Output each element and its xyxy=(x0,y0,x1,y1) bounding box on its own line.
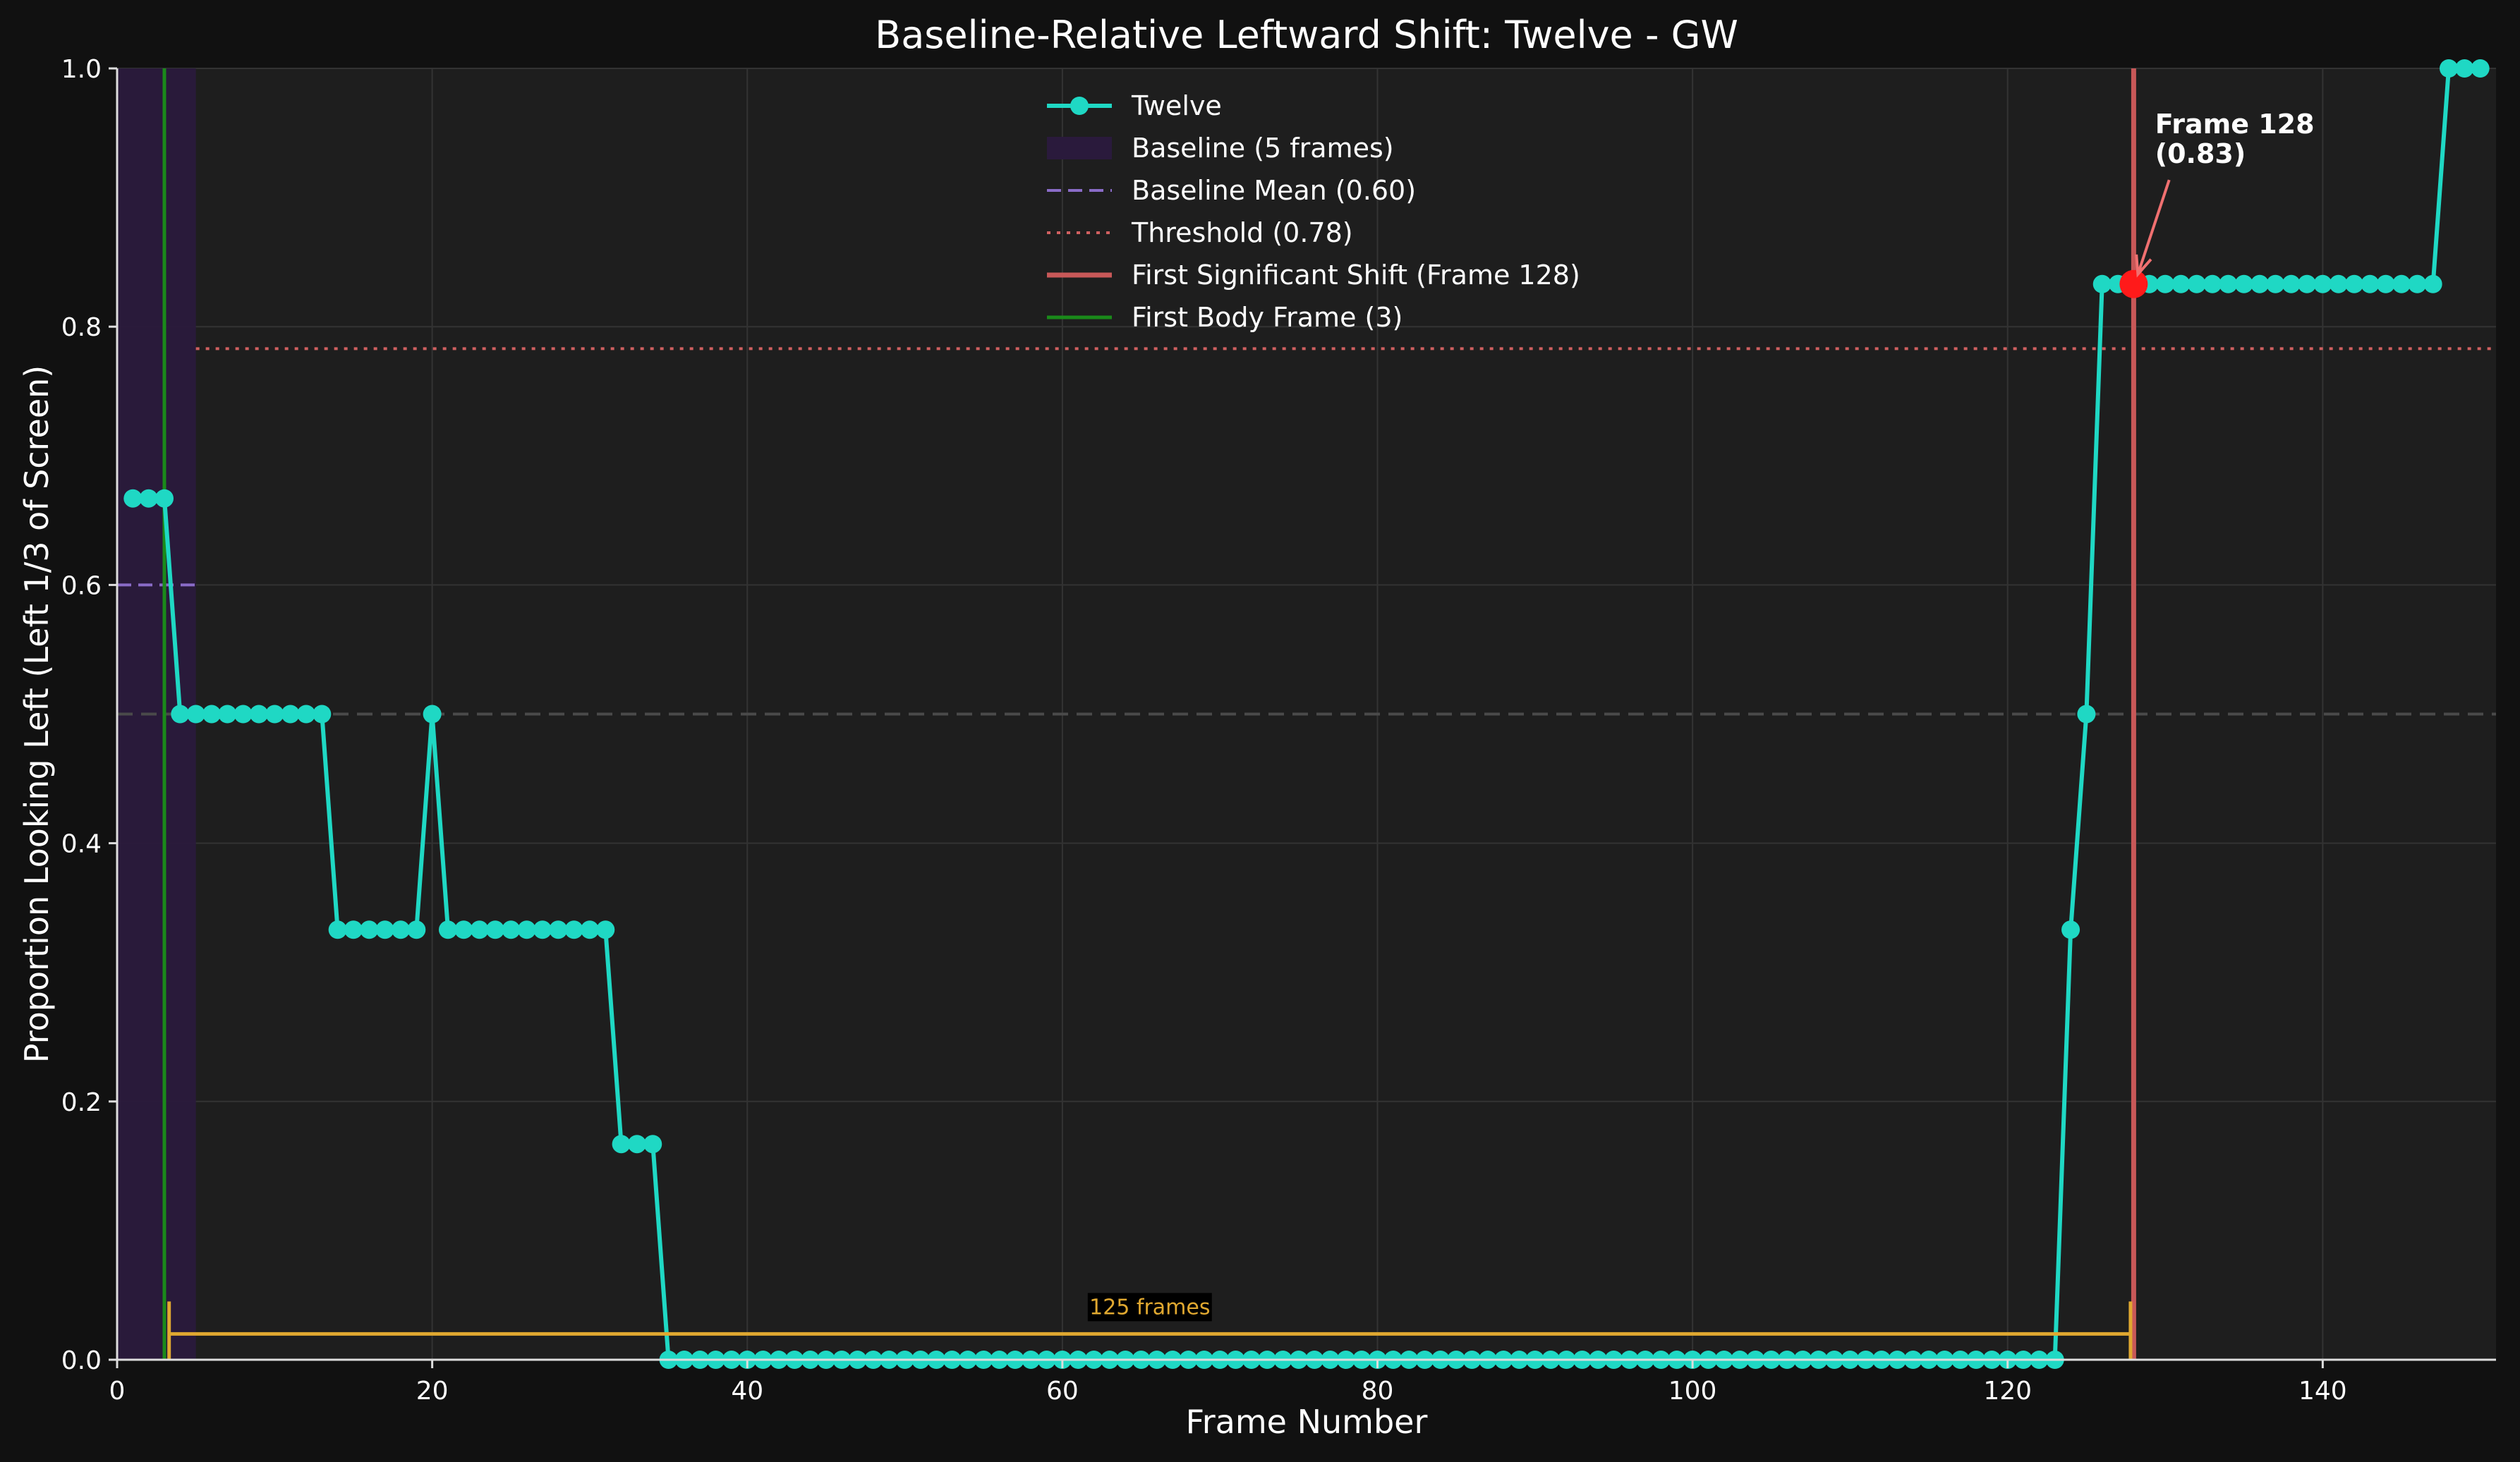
data-point xyxy=(313,705,332,724)
y-axis-label: Proportion Looking Left (Left 1/3 of Scr… xyxy=(18,365,56,1063)
data-point xyxy=(2061,920,2080,939)
data-point xyxy=(234,705,253,724)
data-point xyxy=(2187,274,2206,293)
grid xyxy=(116,68,2496,1360)
annotation-arrowhead xyxy=(2135,254,2152,278)
data-point xyxy=(2203,274,2222,293)
data-point xyxy=(344,920,363,939)
data-point xyxy=(2408,274,2427,293)
data-point xyxy=(2266,274,2285,293)
data-point xyxy=(2361,274,2380,293)
data-point xyxy=(2298,274,2317,293)
x-tick-label: 100 xyxy=(1668,1377,1717,1406)
data-point xyxy=(438,920,457,939)
chart-title: Baseline-Relative Leftward Shift: Twelve… xyxy=(875,13,1738,57)
data-point xyxy=(2329,274,2348,293)
data-point xyxy=(375,920,394,939)
data-point xyxy=(2440,59,2459,78)
x-axis-label: Frame Number xyxy=(1186,1403,1428,1441)
data-point xyxy=(2219,274,2238,293)
x-tick-label: 20 xyxy=(416,1377,449,1406)
data-point xyxy=(2156,274,2175,293)
data-point xyxy=(2077,705,2096,724)
data-point xyxy=(485,920,504,939)
axes: 0 20 40 60 80 100 120 140 0.0 0.2 0.4 0.6 0.8 1.0 xyxy=(61,55,2496,1406)
data-point xyxy=(2471,59,2490,78)
annotation-frame-label: Frame 128 xyxy=(2155,109,2315,140)
data-point xyxy=(391,920,410,939)
y-tick-label: 0.4 xyxy=(61,830,102,859)
overlay-group xyxy=(167,179,2171,1360)
data-point xyxy=(596,920,615,939)
data-point xyxy=(549,920,568,939)
data-point xyxy=(360,920,379,939)
legend-swatch-series-marker xyxy=(1070,97,1089,115)
data-point xyxy=(2313,274,2332,293)
legend-swatch-baseline xyxy=(1047,137,1112,159)
legend-label-baseline-mean: Baseline Mean (0.60) xyxy=(1132,175,1416,206)
data-point xyxy=(265,705,284,724)
data-point xyxy=(202,705,221,724)
data-point xyxy=(139,489,158,508)
x-tick-label: 0 xyxy=(109,1377,126,1406)
bracket-label-background xyxy=(1087,1293,1212,1322)
y-tick-label: 0.0 xyxy=(61,1346,102,1375)
x-tick-label: 40 xyxy=(731,1377,763,1406)
data-point xyxy=(328,920,347,939)
data-point xyxy=(2092,274,2112,293)
data-point xyxy=(123,489,143,508)
data-point xyxy=(580,920,599,939)
x-tick-label: 60 xyxy=(1046,1377,1079,1406)
legend-label-threshold: Threshold (0.78) xyxy=(1131,217,1353,248)
data-point xyxy=(2392,274,2411,293)
y-tick-label: 0.6 xyxy=(61,571,102,600)
data-point xyxy=(517,920,536,939)
y-tick-label: 0.2 xyxy=(61,1088,102,1117)
legend-label-first-body-frame: First Body Frame (3) xyxy=(1132,302,1403,333)
data-point xyxy=(2251,274,2270,293)
legend-label-baseline: Baseline (5 frames) xyxy=(1132,133,1394,164)
legend-label-series: Twelve xyxy=(1131,90,1222,121)
data-point xyxy=(454,920,473,939)
annotation-value-label: (0.83) xyxy=(2155,138,2246,169)
legend-label-first-shift: First Significant Shift (Frame 128) xyxy=(1132,260,1580,291)
data-point xyxy=(470,920,489,939)
data-point xyxy=(502,920,521,939)
data-point xyxy=(627,1135,646,1154)
data-point xyxy=(171,705,190,724)
data-point xyxy=(407,920,426,939)
data-point xyxy=(423,705,442,724)
y-tick-label: 0.8 xyxy=(61,313,102,342)
data-point xyxy=(2234,274,2253,293)
data-point xyxy=(2282,274,2301,293)
first-shift-marker xyxy=(2119,269,2148,298)
data-point xyxy=(296,705,315,724)
x-tick-label: 140 xyxy=(2298,1377,2347,1406)
data-point xyxy=(2423,274,2442,293)
legend: Twelve Baseline (5 frames) Baseline Mean… xyxy=(1047,90,1580,333)
x-tick-label: 80 xyxy=(1362,1377,1394,1406)
data-point xyxy=(2376,274,2395,293)
data-point xyxy=(2345,274,2364,293)
data-point xyxy=(186,705,205,724)
x-tick-label: 120 xyxy=(1983,1377,2032,1406)
data-point xyxy=(2171,274,2191,293)
data-point xyxy=(281,705,300,724)
data-point xyxy=(533,920,552,939)
data-point xyxy=(612,1135,631,1154)
data-point xyxy=(249,705,268,724)
data-point xyxy=(2455,59,2474,78)
data-point xyxy=(155,489,174,508)
bracket-label: 125 frames xyxy=(1089,1295,1210,1320)
y-tick-label: 1.0 xyxy=(61,55,102,84)
annotation-arrow xyxy=(2136,179,2171,275)
data-point xyxy=(218,705,237,724)
data-point xyxy=(564,920,583,939)
data-point xyxy=(643,1135,662,1154)
